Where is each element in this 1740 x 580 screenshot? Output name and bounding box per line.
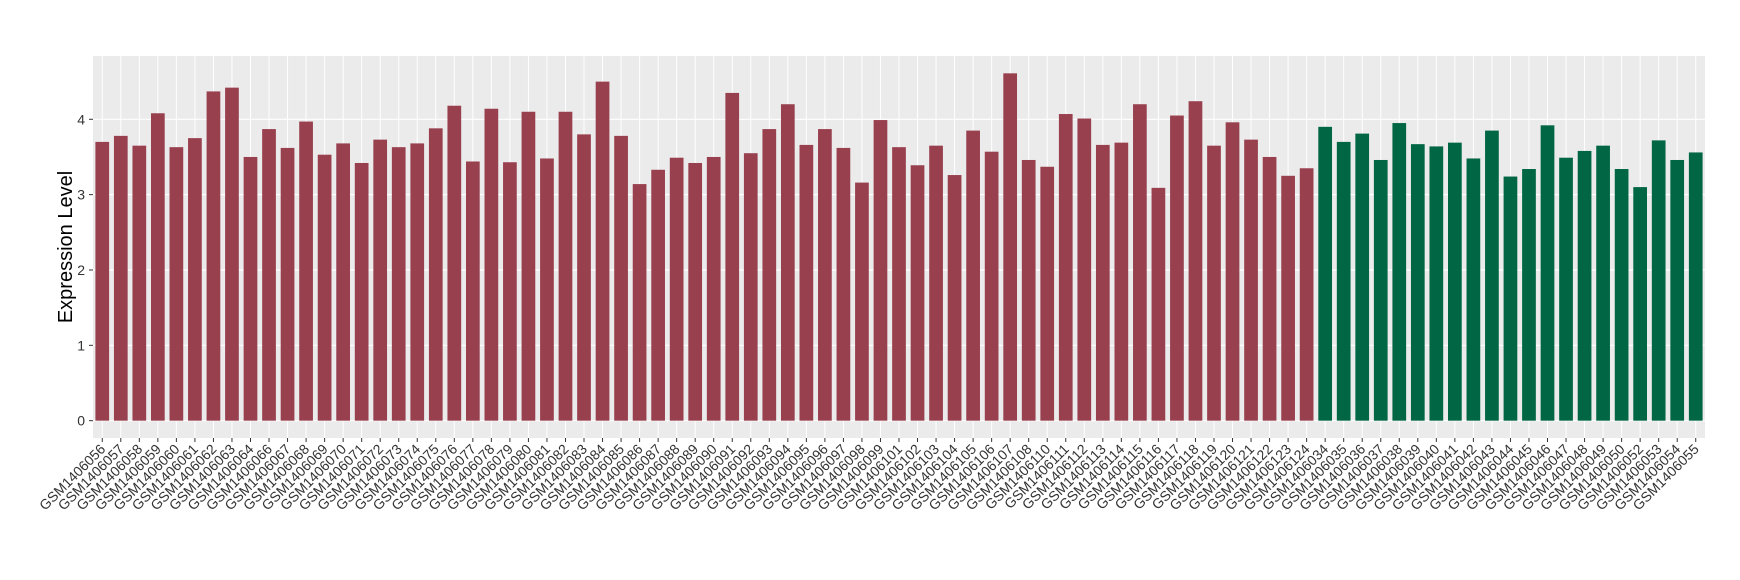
bar: [1410, 144, 1425, 421]
bar: [558, 111, 573, 421]
bar: [1503, 176, 1518, 421]
bar: [595, 81, 610, 421]
bar: [1095, 144, 1110, 421]
bar: [614, 135, 628, 421]
bar: [206, 91, 221, 421]
y-tick-label: 3: [77, 187, 85, 203]
bar: [725, 92, 740, 421]
bar: [836, 147, 851, 421]
bar: [966, 130, 980, 421]
bar: [1058, 114, 1073, 421]
bar: [188, 138, 202, 421]
bar: [1281, 175, 1295, 421]
bar: [651, 169, 665, 421]
bar: [669, 157, 684, 421]
bar: [447, 105, 462, 421]
bar: [169, 147, 184, 421]
bar: [1299, 168, 1314, 421]
bar: [336, 143, 350, 421]
bar: [1355, 133, 1370, 421]
bar: [799, 144, 814, 421]
bar: [1392, 123, 1407, 421]
y-axis-title: Expression Level: [55, 171, 77, 323]
bar: [1151, 187, 1166, 421]
bar: [280, 147, 295, 421]
bar: [632, 184, 647, 421]
bar: [1429, 146, 1444, 421]
bar: [1577, 150, 1592, 421]
bar: [243, 156, 258, 421]
bar: [484, 108, 499, 421]
bar: [1040, 166, 1055, 421]
bar: [521, 111, 536, 421]
bar: [1170, 115, 1184, 421]
y-tick-label: 0: [77, 413, 85, 429]
bar: [1077, 118, 1092, 421]
bar: [299, 121, 313, 421]
bar: [1688, 152, 1703, 421]
bar: [910, 165, 925, 421]
bar: [150, 113, 165, 421]
bar: [1207, 145, 1221, 421]
bar: [262, 129, 276, 421]
bar: [1559, 157, 1573, 421]
bar: [743, 153, 758, 421]
bar: [1466, 158, 1481, 421]
bar: [540, 158, 554, 421]
bar: [706, 156, 721, 421]
bar: [873, 120, 888, 421]
bar: [354, 162, 369, 421]
bar: [1336, 141, 1351, 421]
bar: [818, 129, 832, 421]
bar: [577, 134, 591, 421]
bar: [1114, 142, 1129, 421]
bar: [1262, 156, 1277, 421]
bar: [1540, 125, 1555, 421]
bar: [892, 147, 906, 421]
bar: [113, 135, 128, 421]
bar: [225, 87, 239, 421]
bar: [1021, 159, 1036, 421]
bar: [503, 162, 517, 421]
y-tick-label: 4: [77, 111, 85, 127]
bar: [317, 154, 332, 421]
bar: [132, 145, 147, 421]
bar: [1133, 104, 1147, 421]
bar: [1596, 145, 1610, 421]
bar: [95, 141, 110, 421]
bar: [1614, 169, 1629, 421]
bar: [1448, 142, 1462, 421]
y-tick-label: 1: [77, 337, 85, 353]
bar: [855, 182, 869, 421]
bar: [1318, 126, 1333, 421]
bar: [947, 175, 962, 421]
bar: [1373, 159, 1388, 421]
bar: [1244, 139, 1258, 421]
bar: [1225, 122, 1240, 421]
bar: [373, 139, 388, 421]
bar: [410, 143, 425, 421]
bar: [762, 129, 777, 421]
bar: [1485, 130, 1499, 421]
bar: [1522, 169, 1536, 421]
bar: [1633, 187, 1648, 421]
bar: [391, 147, 406, 421]
y-tick-label: 2: [77, 262, 85, 278]
bar: [1188, 101, 1203, 421]
bar: [1003, 73, 1018, 421]
bar: [929, 145, 943, 421]
bar: [1670, 159, 1685, 421]
bar: [688, 162, 703, 421]
bar: [984, 151, 999, 421]
bar: [465, 161, 480, 421]
bar: [428, 128, 443, 421]
bar: [1651, 140, 1666, 421]
bar: [780, 104, 795, 421]
